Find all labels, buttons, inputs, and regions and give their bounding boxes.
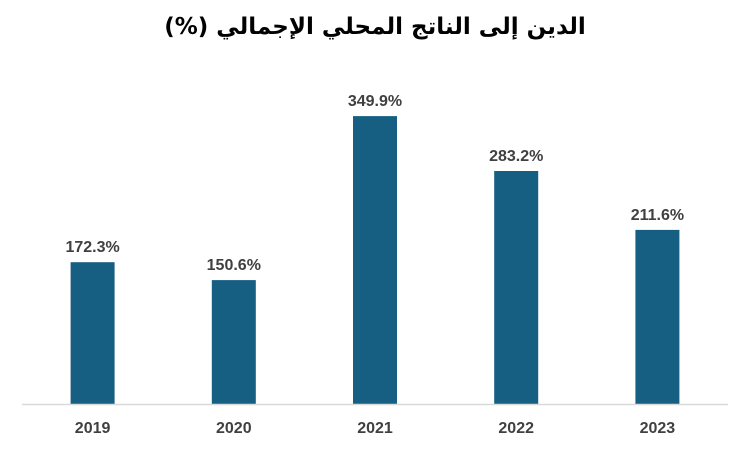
- value-label-2019: 172.3%: [65, 239, 119, 256]
- bar-2023: [635, 229, 680, 404]
- value-label-2023: 211.6%: [631, 207, 684, 224]
- bar-2019: [70, 262, 115, 404]
- bar-2021: [353, 116, 397, 404]
- value-label-2022: 283.2%: [489, 148, 543, 165]
- x-tick-labels-group: 2019 2020 2021 2022 2023: [75, 420, 675, 437]
- value-label-2020: 150.6%: [207, 257, 261, 274]
- bar-2022: [494, 171, 539, 404]
- value-labels-group: 172.3% 150.6% 349.9% 283.2% 211.6%: [65, 93, 684, 274]
- bar-2020: [211, 280, 256, 404]
- chart-title: الدين إلى الناتج المحلي الإجمالي (%): [164, 14, 586, 40]
- x-tick-label-2023: 2023: [640, 420, 676, 437]
- x-tick-label-2022: 2022: [498, 420, 534, 437]
- x-tick-label-2021: 2021: [357, 420, 393, 437]
- bars-group: [70, 116, 680, 404]
- value-label-2021: 349.9%: [348, 93, 402, 110]
- x-tick-label-2019: 2019: [75, 420, 111, 437]
- x-tick-label-2020: 2020: [216, 420, 252, 437]
